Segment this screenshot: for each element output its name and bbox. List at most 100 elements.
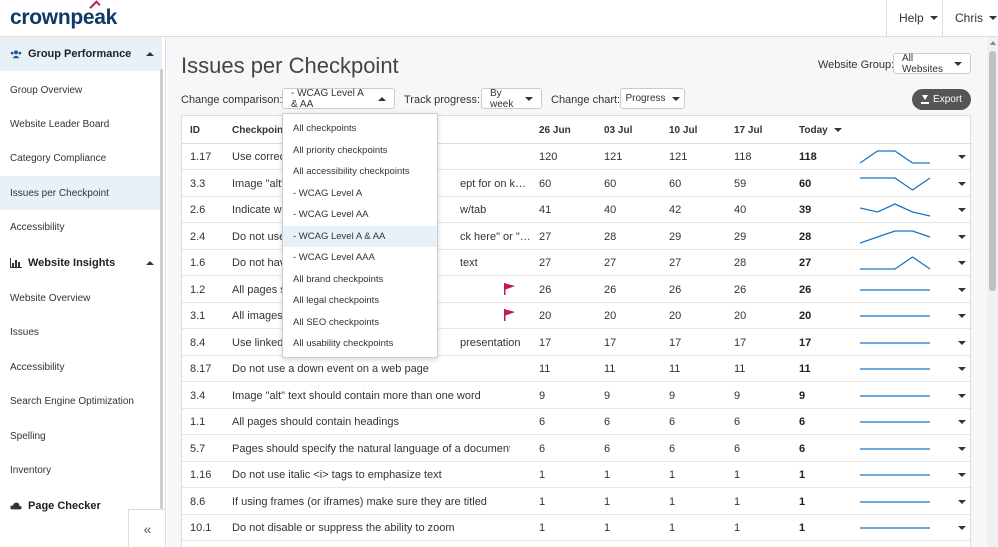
sidebar: Group Performance Group Overview Website…: [0, 37, 166, 547]
table-row[interactable]: 8.6 If using frames (or iframes) make sur…: [182, 489, 972, 515]
dropdown-option[interactable]: All brand checkpoints: [293, 273, 384, 285]
cell-value: 121: [669, 151, 688, 163]
sidebar-section-label: Page Checker: [28, 500, 101, 512]
row-expand-icon[interactable]: [958, 181, 966, 186]
sidebar-item-issues[interactable]: Issues: [0, 315, 162, 349]
cell-checkpoint[interactable]: Do not use: [232, 230, 286, 243]
cell-checkpoint[interactable]: Use correc: [232, 151, 286, 163]
cell-checkpoint[interactable]: Indicate wh: [232, 204, 288, 216]
track-progress-value: By week: [490, 87, 514, 110]
sidebar-item-category-compliance[interactable]: Category Compliance: [0, 141, 162, 175]
column-header-id[interactable]: ID: [190, 125, 200, 136]
table-row[interactable]: 1.1 All pages should contain headings 6 6 6 6…: [182, 409, 972, 435]
cell-checkpoint[interactable]: All pages s: [232, 283, 286, 296]
row-expand-icon[interactable]: [958, 446, 966, 451]
table-row[interactable]: 8.4 Use linked presentation 17 17 17 17 17: [182, 330, 972, 356]
sidebar-section-page-checker[interactable]: Page Checker: [0, 489, 162, 523]
table-row[interactable]: 1.16 Do not use italic <i> tags to emphas…: [182, 462, 972, 488]
cell-checkpoint[interactable]: Image "alt": [232, 177, 286, 190]
table-row[interactable]: 1.6 Do not hav text 27 27 27 28 27: [182, 250, 972, 276]
row-expand-icon[interactable]: [958, 340, 966, 345]
track-progress-select[interactable]: By week: [481, 87, 542, 110]
row-expand-icon[interactable]: [958, 234, 966, 239]
sidebar-item-label: Website Overview: [10, 292, 91, 304]
dropdown-option[interactable]: - WCAG Level A & AA: [283, 225, 437, 247]
cell-value: 26: [539, 283, 552, 296]
cell-checkpoint[interactable]: Pages should specify the natural languag…: [232, 442, 510, 455]
sidebar-scrollbar[interactable]: [160, 69, 163, 509]
row-expand-icon[interactable]: [958, 526, 966, 530]
export-button[interactable]: Export: [912, 89, 971, 110]
dropdown-option[interactable]: All checkpoints: [293, 123, 357, 134]
scrollbar-thumb[interactable]: [989, 51, 996, 291]
table-row[interactable]: 2.6 Indicate wh w/tab 41 40 42 40 39: [182, 197, 972, 223]
table-row[interactable]: 2.4 Do not use ck here" or "… 27 28 29 29 28: [182, 224, 972, 250]
dropdown-option[interactable]: All SEO checkpoints: [293, 316, 380, 328]
dropdown-option[interactable]: All legal checkpoints: [293, 295, 380, 306]
cell-value: 20: [604, 310, 617, 322]
column-header-17-jul[interactable]: 17 Jul: [734, 125, 763, 136]
dropdown-option[interactable]: All priority checkpoints: [293, 144, 388, 156]
row-expand-icon[interactable]: [958, 287, 966, 292]
dropdown-option[interactable]: - WCAG Level AA: [293, 209, 369, 220]
website-group-select[interactable]: All Websites: [893, 53, 971, 75]
cell-checkpoint[interactable]: Do not disable or suppress the ability t…: [232, 522, 455, 534]
sidebar-item-spelling[interactable]: Spelling: [0, 419, 162, 453]
row-expand-icon[interactable]: [958, 208, 966, 212]
row-expand-icon[interactable]: [958, 314, 966, 318]
row-expand-icon[interactable]: [958, 393, 966, 398]
cell-checkpoint-tail: text: [460, 257, 478, 269]
table-row[interactable]: 5.7 Pages should specify the natural lang…: [182, 436, 972, 462]
page-scrollbar[interactable]: [987, 37, 998, 547]
sidebar-item-group-overview[interactable]: Group Overview: [0, 73, 162, 107]
crownpeak-logo[interactable]: crownpeak: [10, 0, 117, 30]
sidebar-section-website-insights[interactable]: Website Insights: [0, 246, 162, 280]
cell-checkpoint[interactable]: All pages should contain headings: [232, 416, 399, 428]
table-row[interactable]: 3.3 Image "alt" ept for on k… 60 60 60 59 60: [182, 171, 972, 197]
chevron-up-icon: [146, 52, 154, 56]
user-menu[interactable]: Chris: [942, 0, 998, 36]
cell-checkpoint[interactable]: Use linked: [232, 336, 284, 349]
sidebar-item-inventory[interactable]: Inventory: [0, 453, 162, 487]
table-row[interactable]: 1.17 Use correc 120 121 121 118 118: [182, 144, 972, 170]
cell-checkpoint[interactable]: Do not hav: [232, 257, 286, 269]
dropdown-option[interactable]: - WCAG Level A: [293, 187, 363, 199]
dropdown-option[interactable]: - WCAG Level AAA: [293, 252, 375, 263]
sidebar-item-seo[interactable]: Search Engine Optimization: [0, 384, 162, 418]
change-comparison-select[interactable]: - WCAG Level A & AA: [282, 88, 395, 110]
table-row[interactable]: 3.4 Image "alt" text should contain more …: [182, 383, 972, 409]
cell-checkpoint[interactable]: All images: [232, 310, 283, 322]
column-header-10-jul[interactable]: 10 Jul: [669, 125, 698, 136]
cell-checkpoint[interactable]: If using frames (or iframes) make sure t…: [232, 495, 487, 508]
sidebar-section-group-performance[interactable]: Group Performance: [0, 37, 162, 71]
sidebar-item-issues-per-checkpoint[interactable]: Issues per Checkpoint: [0, 176, 162, 210]
table-row[interactable]: 8.17 Do not use a down event on a web pag…: [182, 356, 972, 382]
help-menu[interactable]: Help: [886, 0, 942, 36]
row-expand-icon[interactable]: [958, 473, 966, 477]
sidebar-item-website-leader-board[interactable]: Website Leader Board: [0, 107, 162, 141]
column-header-today[interactable]: Today: [799, 125, 842, 136]
cell-checkpoint[interactable]: Image "alt" text should contain more tha…: [232, 389, 481, 402]
cell-checkpoint[interactable]: Do not use italic <i> tags to emphasize …: [232, 469, 442, 481]
column-header-03-jul[interactable]: 03 Jul: [604, 125, 633, 136]
cell-id: 8.4: [190, 336, 206, 349]
change-chart-select[interactable]: Progress: [620, 88, 685, 109]
row-expand-icon[interactable]: [958, 420, 966, 424]
sidebar-item-accessibility-2[interactable]: Accessibility: [0, 350, 162, 384]
table-row[interactable]: 1.2 All pages s 26 26 26 26 26: [182, 277, 972, 303]
dropdown-option[interactable]: All accessibility checkpoints: [293, 166, 410, 177]
row-expand-icon[interactable]: [958, 155, 966, 159]
collapse-sidebar-button[interactable]: «: [128, 509, 165, 547]
sidebar-item-accessibility[interactable]: Accessibility: [0, 210, 162, 244]
dropdown-option[interactable]: All usability checkpoints: [293, 338, 394, 349]
column-header-checkpoint[interactable]: Checkpoint: [232, 125, 287, 136]
row-expand-icon[interactable]: [958, 367, 966, 371]
sidebar-item-website-overview[interactable]: Website Overview: [0, 281, 162, 315]
table-row[interactable]: 10.1 Do not disable or suppress the abili…: [182, 515, 972, 541]
row-expand-icon[interactable]: [958, 499, 966, 504]
table-row[interactable]: 3.1 All images 20 20 20 20 20: [182, 303, 972, 329]
column-header-26-jun[interactable]: 26 Jun: [539, 125, 571, 136]
row-expand-icon[interactable]: [958, 261, 966, 265]
scroll-up-icon[interactable]: [990, 41, 996, 45]
cell-checkpoint[interactable]: Do not use a down event on a web page: [232, 363, 429, 375]
